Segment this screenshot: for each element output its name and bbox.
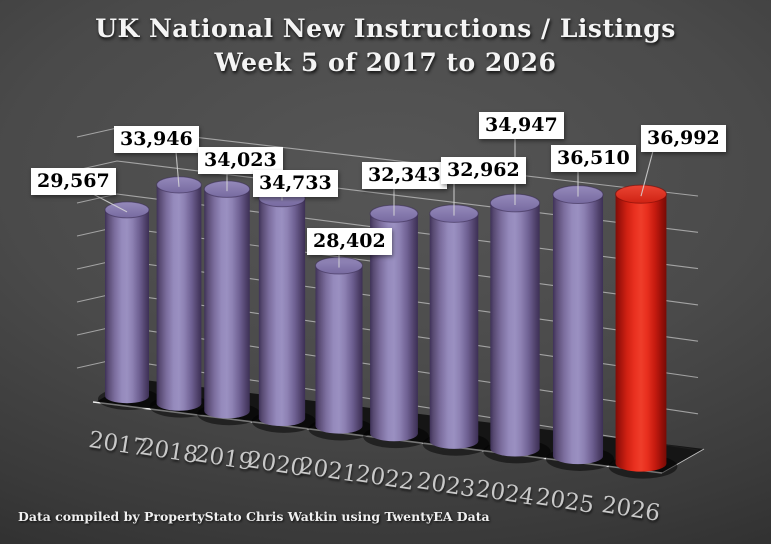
value-label-2018: 33,946 [114,126,199,153]
bar-cylinder-2026 [608,184,678,479]
value-label-2022: 32,343 [362,162,447,189]
value-label-2025: 36,510 [551,145,636,172]
value-label-2020: 34,733 [253,170,338,197]
label-connector [92,193,128,213]
bar-cylinder-2019 [197,180,261,426]
bar-body [490,203,540,449]
value-label-2026: 36,992 [641,125,726,152]
label-connector [175,151,180,187]
chart-title-line1: UK National New Instructions / Listings [95,14,676,43]
bar-body [156,184,202,404]
value-label-2017: 29,567 [31,168,116,195]
bar-cylinder-2024 [483,193,551,464]
value-label-2024: 34,947 [479,112,564,139]
value-label-2021: 28,402 [307,228,392,255]
chart-title: UK National New Instructions / Listings … [0,12,771,80]
chart-title-line2: Week 5 of 2017 to 2026 [214,48,557,77]
bar-body [315,265,363,426]
bar-cylinder-2021 [308,256,374,441]
value-label-2019: 34,023 [198,147,283,174]
bar-body [429,213,479,441]
bar-cylinder-2025 [545,185,615,471]
bar-cylinder-2018 [149,176,213,418]
bar-cylinder-2020 [251,189,317,433]
bar-cylinder-2017 [98,201,160,410]
bar-body [204,189,250,411]
bar-body [105,209,149,396]
bar-body [615,194,667,464]
data-source-credit: Data compiled by PropertyStato Chris Wat… [18,509,490,524]
bar-body [258,198,306,419]
value-label-2023: 32,962 [441,157,526,184]
label-connector [640,150,654,197]
bars-group [98,176,678,479]
bar-body [552,194,604,457]
bar-cylinder-2023 [422,204,490,456]
